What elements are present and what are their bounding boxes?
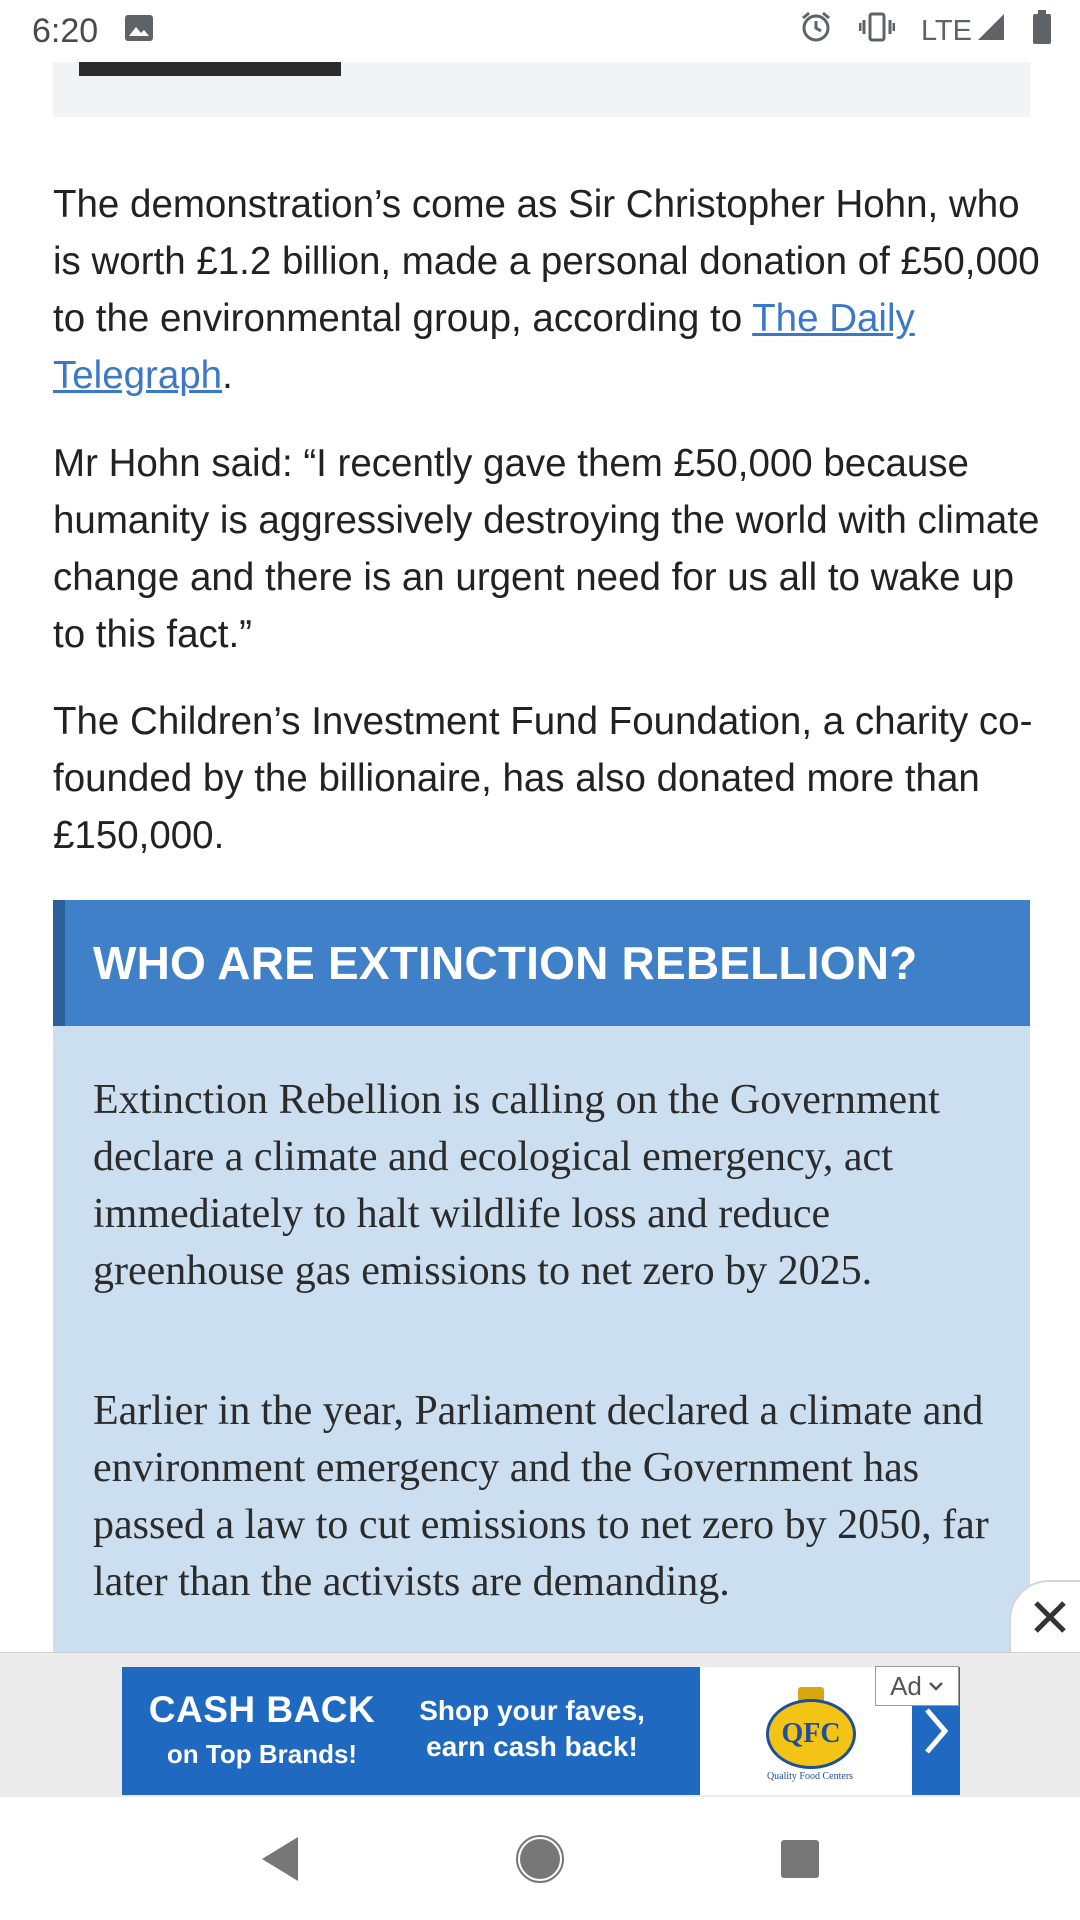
status-time: 6:20 [32, 11, 99, 50]
recents-icon [781, 1839, 819, 1878]
media-container [53, 62, 1030, 117]
image-icon [124, 12, 154, 51]
nav-home-button[interactable] [500, 1819, 580, 1899]
article-paragraph: The Children’s Investment Fund Foundatio… [53, 700, 1033, 857]
close-icon [1034, 1601, 1066, 1633]
article-paragraph: Mr Hohn said: “I recently gave them £50,… [53, 442, 1040, 656]
ad-tagline-block: Shop your faves, earn cash back! [402, 1667, 662, 1795]
ad-next-button[interactable] [912, 1667, 960, 1795]
status-bar: 6:20 LTE [0, 0, 1080, 62]
chevron-down-icon [929, 1682, 943, 1691]
fact-box-paragraph: Earlier in the year, Parliament declared… [93, 1388, 989, 1605]
article-paragraph: The demonstration’s come as Sir Christop… [53, 176, 1043, 404]
ad-banner[interactable]: CASH BACK on Top Brands! Shop your faves… [122, 1667, 960, 1795]
crown-icon [798, 1687, 824, 1701]
nav-back-button[interactable] [240, 1819, 320, 1899]
ad-headline-block: CASH BACK on Top Brands! [122, 1667, 402, 1795]
ad-choices-label[interactable]: Ad [875, 1666, 959, 1706]
fact-box-title: WHO ARE EXTINCTION REBELLION? [93, 937, 918, 989]
fact-box-header: WHO ARE EXTINCTION REBELLION? [53, 900, 1030, 1026]
media-thumbnail[interactable] [79, 62, 341, 76]
vibrate-icon [858, 12, 896, 51]
ad-tagline-1: Shop your faves, [419, 1695, 645, 1726]
telegraph-link[interactable]: The Daily Telegraph [53, 297, 915, 397]
ad-close-button[interactable] [1009, 1580, 1080, 1654]
navigation-bar [0, 1797, 1080, 1920]
nav-recents-button[interactable] [760, 1819, 840, 1899]
paragraph-text: The demonstration’s come as Sir Christop… [53, 183, 1040, 340]
qfc-logo-subtitle: Quality Food Centers [766, 1771, 854, 1782]
fact-box-paragraph: Extinction Rebellion is calling on the G… [93, 1077, 940, 1294]
battery-icon [1032, 9, 1052, 53]
ad-tagline-2: earn cash back! [426, 1731, 638, 1762]
ad-area: CASH BACK on Top Brands! Shop your faves… [0, 1652, 1080, 1797]
qfc-logo-text: QFC [781, 1718, 841, 1749]
alarm-icon [799, 10, 833, 53]
article: The demonstration’s come as Sir Christop… [0, 62, 1080, 1652]
ad-label-text: Ad [890, 1670, 922, 1701]
back-icon [262, 1836, 298, 1881]
chevron-right-icon [925, 1708, 949, 1754]
home-icon [516, 1834, 564, 1883]
fact-box: WHO ARE EXTINCTION REBELLION? Extinction… [53, 900, 1030, 1652]
network-type: LTE [920, 14, 972, 47]
ad-headline: CASH BACK [148, 1689, 376, 1730]
ad-subline: on Top Brands! [166, 1739, 358, 1769]
qfc-logo: QFC [766, 1699, 856, 1769]
signal-icon [976, 12, 1006, 51]
paragraph-text-end: . [222, 354, 233, 397]
